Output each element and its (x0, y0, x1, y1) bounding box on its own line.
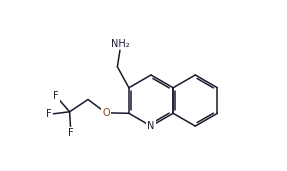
Text: O: O (102, 108, 110, 118)
Text: N: N (147, 121, 155, 131)
Text: F: F (68, 128, 74, 138)
Text: NH₂: NH₂ (110, 39, 129, 49)
Text: F: F (53, 91, 59, 101)
Text: F: F (46, 109, 52, 119)
